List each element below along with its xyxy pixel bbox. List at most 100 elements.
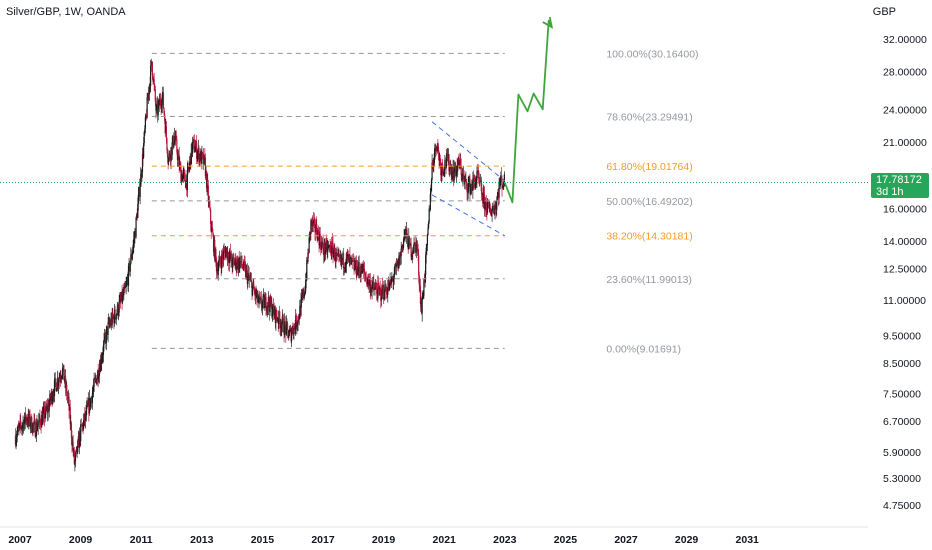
candle-body — [18, 426, 20, 428]
candle-body — [282, 316, 284, 319]
candle-body — [331, 241, 334, 243]
candle-body — [256, 295, 258, 298]
candle-body — [25, 417, 28, 422]
candle-body — [234, 262, 236, 266]
candle-body — [356, 274, 358, 276]
candle-body — [233, 260, 236, 266]
candle-body — [133, 238, 135, 245]
candle-body — [126, 281, 128, 285]
candle-body — [279, 319, 281, 329]
candle-body — [384, 284, 387, 292]
candle-body — [246, 269, 248, 271]
candle-body — [371, 286, 373, 293]
candle-body — [208, 200, 211, 207]
candle-body — [133, 238, 135, 239]
price-tick-label: 12.50000 — [883, 264, 927, 276]
projection-path[interactable] — [503, 16, 554, 204]
candle-body — [74, 461, 76, 464]
time-tick-label: 2031 — [736, 534, 760, 546]
candle-body — [99, 358, 102, 372]
candle-body — [236, 266, 238, 270]
candle-body — [231, 254, 233, 264]
candle-body — [139, 187, 141, 197]
last-price-value: 17.78172 — [876, 174, 922, 186]
candle-body — [218, 261, 220, 269]
candle-body — [119, 298, 121, 301]
candle-body — [20, 420, 22, 426]
candle-body — [271, 313, 274, 317]
candle-body — [303, 294, 306, 297]
candle-body — [402, 239, 405, 248]
candle-body — [122, 293, 124, 302]
candle-body — [449, 165, 451, 170]
fib-level-label: 38.20%(14.30181) — [606, 231, 692, 243]
candle-body — [380, 298, 382, 301]
candle-body — [58, 377, 60, 383]
candle-body — [272, 304, 274, 314]
candle-body — [433, 162, 435, 167]
candle-body — [227, 251, 229, 260]
candle-body — [35, 436, 37, 437]
candle-body — [293, 324, 295, 335]
time-tick-label: 2011 — [130, 534, 153, 546]
price-tick-label: 32.00000 — [883, 34, 927, 46]
candle-body — [317, 229, 319, 241]
candle-body — [77, 440, 79, 453]
price-axis[interactable]: 32.0000028.0000024.0000021.0000018.00000… — [883, 34, 927, 512]
candle-body — [438, 151, 440, 162]
candle-body — [437, 145, 439, 147]
candle-body — [190, 144, 193, 165]
candle-body — [499, 179, 501, 187]
price-tick-label: 16.00000 — [883, 203, 927, 215]
candle-body — [137, 194, 140, 204]
candle-body — [73, 450, 75, 464]
fib-level-label: 78.60%(23.29491) — [606, 112, 692, 124]
candle-body — [182, 175, 184, 182]
candle-body — [204, 157, 207, 177]
candle-body — [481, 194, 483, 198]
candle-body — [85, 407, 88, 416]
descending-channel[interactable] — [431, 121, 506, 237]
candle-body — [378, 286, 380, 290]
candle-body — [116, 313, 118, 315]
candle-body — [403, 236, 405, 240]
price-tick-label: 7.50000 — [883, 388, 921, 400]
time-axis[interactable]: 2007 2009 2011 2013 2015 2017 2019 2021 2023 2025… — [8, 534, 759, 546]
symbol-title[interactable]: Silver/GBP, 1W, OANDA — [6, 6, 126, 18]
candle-body — [132, 244, 134, 251]
candle-body — [50, 397, 52, 401]
candle-body — [326, 241, 328, 242]
candle-body — [434, 144, 437, 151]
candle-body — [243, 260, 246, 264]
candle-body — [193, 139, 195, 152]
candle-body — [242, 268, 244, 269]
candle-body — [424, 274, 426, 282]
candle-body — [297, 316, 299, 324]
candle-body — [271, 302, 273, 317]
candle-body — [125, 284, 127, 287]
candle-body — [148, 93, 150, 95]
candle-body — [111, 312, 113, 326]
candle-body — [334, 247, 336, 261]
candle-body — [351, 257, 353, 261]
candle-body — [101, 356, 103, 360]
candle-body — [178, 154, 180, 168]
candle-body — [400, 248, 402, 257]
candle-body — [394, 266, 396, 275]
candle-body — [467, 183, 469, 194]
candle-body — [468, 182, 470, 184]
candle-body — [253, 283, 255, 290]
candle-body — [39, 420, 42, 426]
candle-body — [386, 294, 388, 296]
candle-body — [281, 324, 283, 330]
candle-body — [161, 105, 163, 107]
candle-body — [114, 309, 116, 318]
candle-body — [463, 175, 465, 181]
candle-body — [469, 186, 472, 194]
fibonacci-retracement[interactable]: 100.00%(30.16400) 78.60%(23.29491) 61.80%(… — [151, 48, 699, 355]
candle-body — [500, 175, 503, 180]
candle-body — [212, 232, 214, 236]
fib-level-label: 23.60%(11.99013) — [606, 274, 692, 286]
candle-body — [150, 65, 152, 87]
